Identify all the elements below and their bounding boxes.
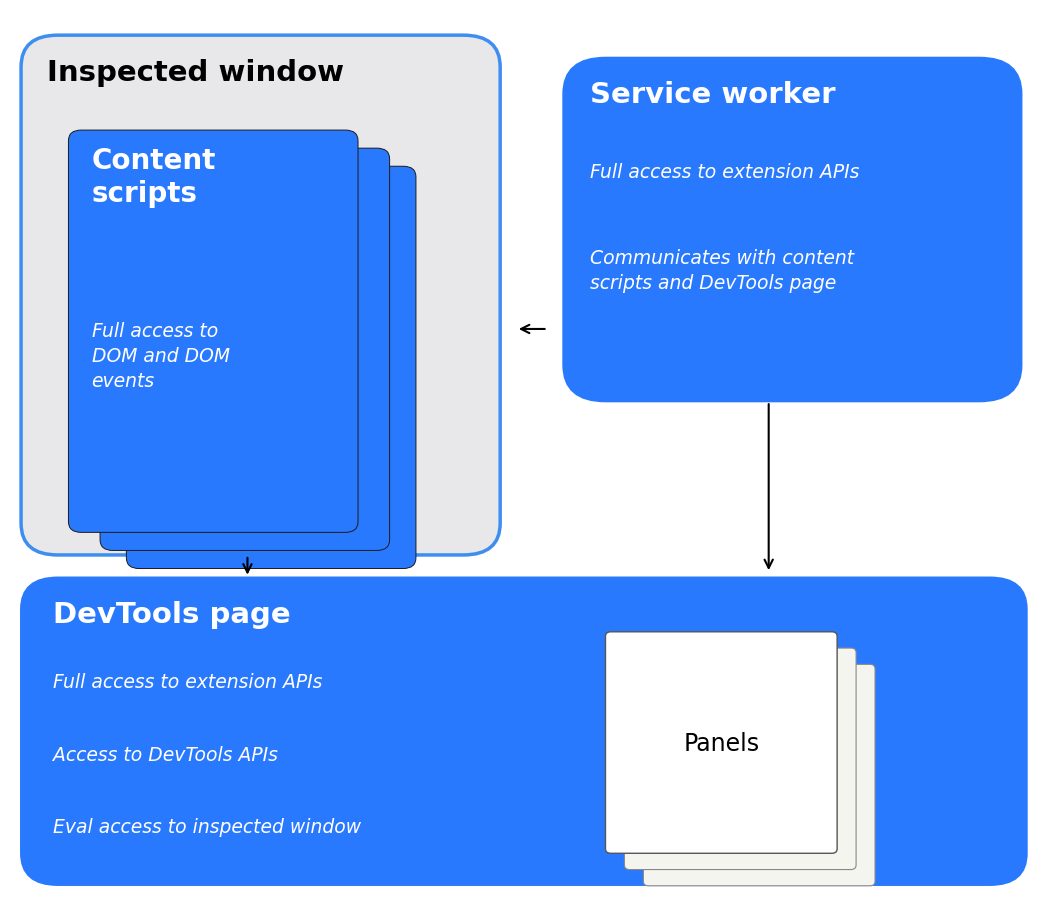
Text: Access to DevTools APIs: Access to DevTools APIs bbox=[53, 745, 278, 764]
Text: Communicates with content
scripts and DevTools page: Communicates with content scripts and De… bbox=[590, 248, 854, 293]
FancyBboxPatch shape bbox=[624, 648, 856, 870]
FancyBboxPatch shape bbox=[643, 665, 875, 886]
Text: DevTools page: DevTools page bbox=[53, 600, 291, 628]
Text: Service worker: Service worker bbox=[590, 81, 835, 109]
Text: Eval access to inspected window: Eval access to inspected window bbox=[53, 817, 361, 836]
FancyBboxPatch shape bbox=[21, 36, 500, 555]
Text: Inspected window: Inspected window bbox=[47, 59, 344, 87]
Text: Full access to extension APIs: Full access to extension APIs bbox=[53, 673, 322, 692]
FancyBboxPatch shape bbox=[68, 131, 358, 533]
Text: Panels: Panels bbox=[683, 731, 759, 755]
FancyBboxPatch shape bbox=[21, 578, 1027, 885]
FancyBboxPatch shape bbox=[100, 149, 390, 551]
FancyBboxPatch shape bbox=[126, 167, 416, 569]
Text: Full access to
DOM and DOM
events: Full access to DOM and DOM events bbox=[92, 321, 230, 390]
FancyBboxPatch shape bbox=[605, 632, 837, 853]
FancyBboxPatch shape bbox=[563, 59, 1021, 402]
Text: Content
scripts: Content scripts bbox=[92, 147, 216, 208]
Text: Full access to extension APIs: Full access to extension APIs bbox=[590, 163, 859, 182]
